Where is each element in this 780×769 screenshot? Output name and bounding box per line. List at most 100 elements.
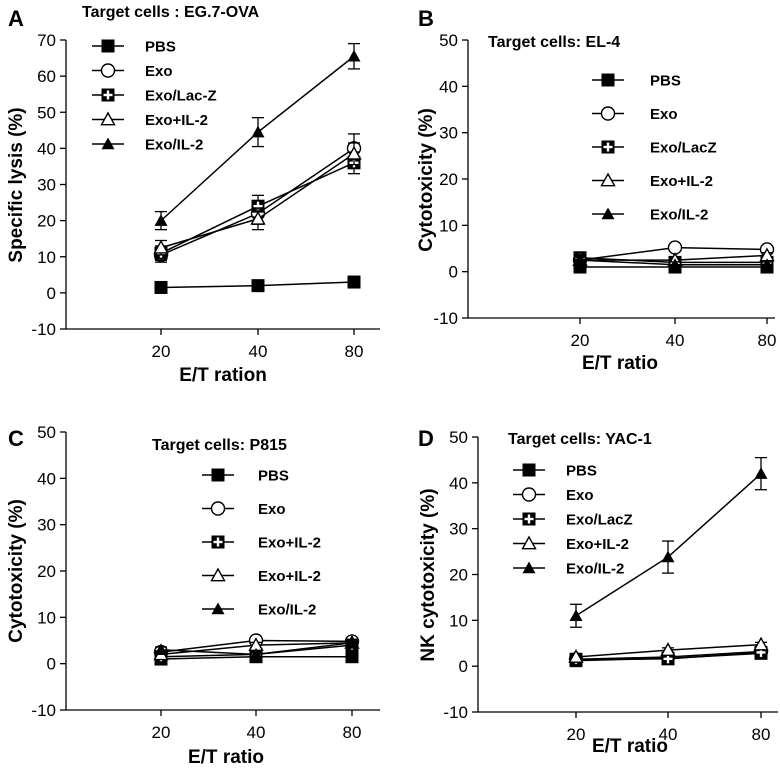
data-point xyxy=(661,550,675,563)
legend-marker xyxy=(601,207,615,220)
legend: PBS Exo Exo/LacZ Exo+IL-2 Exo/IL-2 xyxy=(592,73,717,224)
legend-item: Exo+IL-2 xyxy=(592,172,713,190)
legend-label: Exo xyxy=(650,106,678,123)
data-point xyxy=(667,240,683,255)
legend-marker xyxy=(100,63,116,78)
legend-marker xyxy=(211,602,225,615)
y-tick-label: 60 xyxy=(37,67,56,86)
legend-marker xyxy=(600,106,616,121)
series-exo-il-2 xyxy=(568,636,769,663)
data-point xyxy=(668,258,682,270)
legend-marker xyxy=(522,561,536,574)
legend-label: Exo/LacZ xyxy=(650,140,717,157)
y-axis-label: NK cytotoxicity (%) xyxy=(418,488,439,661)
y-tick-label: 40 xyxy=(37,469,56,488)
legend-item: Exo+IL-2 xyxy=(202,567,321,585)
panel-C: C -10 0 10 20 30 40 50 20 40 80 Target cells: P815 E… xyxy=(6,423,380,768)
legend-label: Exo/LacZ xyxy=(566,512,633,529)
x-axis-label: E/T ratio xyxy=(582,353,658,374)
y-tick-label: 50 xyxy=(37,103,56,122)
y-tick-label: 0 xyxy=(47,284,56,303)
x-axis-label: E/T ratio xyxy=(592,736,668,757)
y-tick-label: 50 xyxy=(439,31,458,50)
panel-D: D -10 0 10 20 30 40 50 20 40 80 Target cells: YAC-1… xyxy=(418,426,778,757)
data-point xyxy=(754,467,768,479)
legend-label: Exo/IL-2 xyxy=(145,137,203,154)
legend-item: Exo/IL-2 xyxy=(202,602,316,619)
legend-label: Exo/IL-2 xyxy=(566,561,624,578)
legend-item: Exo xyxy=(513,487,594,504)
y-tick-label: 30 xyxy=(449,520,468,539)
legend-item: PBS xyxy=(592,73,681,90)
data-point xyxy=(153,239,169,254)
data-point xyxy=(154,643,168,655)
legend-marker xyxy=(601,73,615,87)
series-exo-il-2 xyxy=(153,142,362,256)
legend-item: Exo/IL-2 xyxy=(513,561,624,578)
x-tick-label: 20 xyxy=(567,725,586,744)
y-tick-label: 0 xyxy=(449,263,458,282)
y-tick-label: 70 xyxy=(37,31,56,50)
data-point xyxy=(347,49,361,62)
legend-marker xyxy=(600,172,616,187)
chart-title: Target cells: YAC-1 xyxy=(508,431,652,448)
x-tick-label: 40 xyxy=(249,342,268,361)
legend-label: Exo+IL-2 xyxy=(566,536,629,553)
data-point xyxy=(568,649,584,663)
panel-letter: B xyxy=(418,6,434,31)
y-axis-label: Cytotoxicity (%) xyxy=(6,499,27,643)
y-tick-label: 10 xyxy=(37,608,56,627)
legend-label: PBS xyxy=(566,463,597,480)
legend-label: Exo xyxy=(145,63,173,80)
panel-letter: D xyxy=(418,426,434,451)
legend-label: Exo/IL-2 xyxy=(650,207,708,224)
y-tick-label: 0 xyxy=(47,655,56,674)
y-tick-label: 40 xyxy=(449,474,468,493)
y-tick-label: 30 xyxy=(439,124,458,143)
x-tick-label: 40 xyxy=(659,725,678,744)
legend-label: Exo/Lac-Z xyxy=(145,88,217,105)
legend-marker xyxy=(521,535,537,550)
x-tick-label: 80 xyxy=(343,723,362,742)
y-tick-label: -10 xyxy=(443,703,468,722)
data-point xyxy=(347,275,361,289)
data-point xyxy=(345,650,359,664)
data-point xyxy=(573,253,587,266)
series-exo-il-2 xyxy=(573,253,774,270)
y-tick-label: 40 xyxy=(439,77,458,96)
data-point xyxy=(346,145,362,160)
y-tick-label: 20 xyxy=(439,170,458,189)
legend-label: PBS xyxy=(650,73,681,90)
y-tick-label: 30 xyxy=(37,516,56,535)
y-tick-label: 10 xyxy=(37,248,56,267)
x-tick-label: 80 xyxy=(752,725,771,744)
legend-label: Exo+IL-2 xyxy=(650,173,713,190)
x-axis-label: E/T ratio xyxy=(188,747,264,768)
legend-item: PBS xyxy=(513,463,597,480)
x-tick-label: 40 xyxy=(247,723,266,742)
legend-marker xyxy=(101,88,115,102)
legend-marker xyxy=(101,39,115,53)
x-tick-label: 20 xyxy=(152,723,171,742)
legend-marker xyxy=(100,111,116,126)
legend: PBS Exo Exo/LacZ Exo+IL-2 Exo/IL-2 xyxy=(513,463,633,578)
legend-marker xyxy=(522,463,536,477)
data-point xyxy=(251,279,265,293)
y-axis-label: Cytotoxicity (%) xyxy=(416,108,437,252)
panel-letter: C xyxy=(8,426,24,451)
legend-label: PBS xyxy=(258,468,289,485)
legend-marker xyxy=(210,501,226,516)
x-tick-label: 80 xyxy=(345,342,364,361)
legend-marker xyxy=(522,512,536,526)
x-tick-label: 20 xyxy=(571,331,590,350)
legend-marker xyxy=(101,137,115,150)
legend-marker xyxy=(211,535,225,549)
y-tick-label: -10 xyxy=(433,309,458,328)
legend-marker xyxy=(211,468,225,482)
panel-B: B -10 0 10 20 30 40 50 20 40 80 Target cells: EL-4 E… xyxy=(416,6,776,374)
y-tick-label: 20 xyxy=(449,566,468,585)
y-axis-label: Specific lysis (%) xyxy=(6,107,27,262)
data-point xyxy=(251,125,265,138)
legend-item: Exo+IL-2 xyxy=(92,111,208,129)
